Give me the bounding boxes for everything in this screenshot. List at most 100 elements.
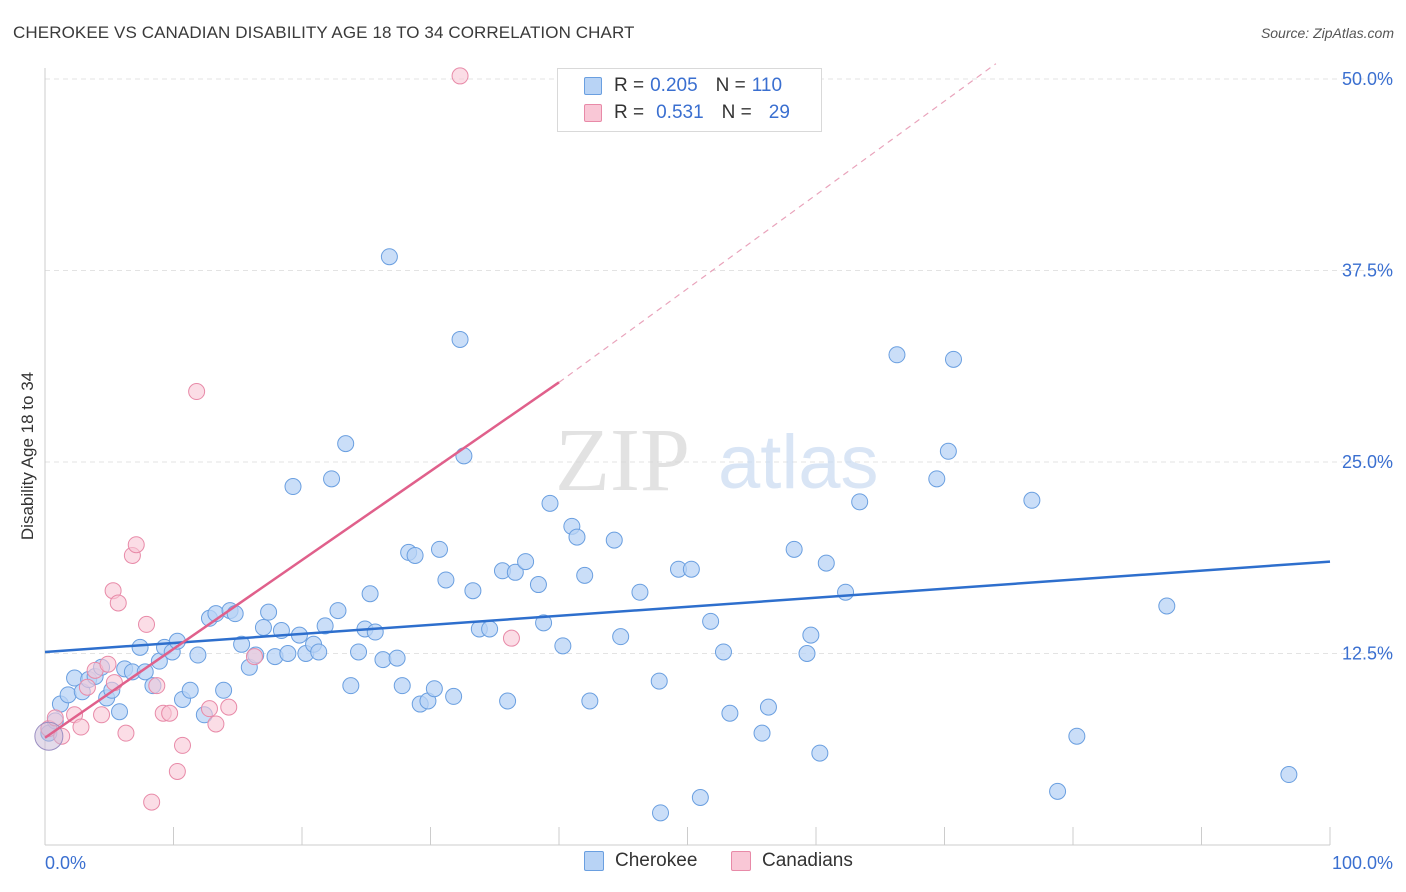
cherokee-point bbox=[939, 442, 957, 460]
cherokee-point bbox=[254, 618, 272, 636]
y-axis-label: Disability Age 18 to 34 bbox=[18, 372, 37, 540]
cherokee-point bbox=[888, 346, 906, 364]
cherokee-point bbox=[944, 350, 962, 368]
canadians-swatch bbox=[584, 104, 602, 122]
canadians-point bbox=[117, 724, 135, 742]
cherokee-point bbox=[323, 470, 341, 488]
chart-title: CHEROKEE VS CANADIAN DISABILITY AGE 18 T… bbox=[13, 23, 635, 42]
cherokee-point bbox=[1280, 766, 1298, 784]
canadians-trend-extension bbox=[558, 63, 997, 383]
cherokee-point bbox=[279, 645, 297, 662]
cherokee-point bbox=[554, 637, 572, 655]
cherokee-point bbox=[361, 585, 379, 603]
bottom-legend: Cherokee Canadians bbox=[0, 850, 1406, 878]
canadians-point bbox=[78, 678, 96, 696]
cherokee-point bbox=[851, 493, 869, 511]
series-canadians-points bbox=[34, 67, 520, 811]
legend-row-canadians: R = 0.531 N = 29 bbox=[584, 100, 790, 126]
axes bbox=[44, 68, 1331, 846]
legend-n-value: 29 bbox=[768, 102, 790, 123]
cherokee-point bbox=[388, 649, 406, 667]
cherokee-point bbox=[759, 698, 777, 716]
watermark-atlas: atlas bbox=[718, 420, 879, 505]
cherokee-point bbox=[380, 248, 398, 266]
cherokee-point bbox=[425, 680, 443, 698]
cherokee-point bbox=[215, 681, 233, 699]
cherokee-point bbox=[1049, 782, 1067, 800]
canadians-point bbox=[127, 536, 145, 554]
cherokee-point bbox=[1068, 727, 1086, 745]
canadians-point bbox=[72, 718, 90, 736]
cherokee-point bbox=[506, 563, 524, 581]
cherokee-point bbox=[541, 494, 559, 512]
legend-r-value: 0.531 bbox=[656, 102, 704, 123]
cherokee-point bbox=[691, 789, 709, 807]
bottom-legend-cherokee: Cherokee bbox=[584, 850, 697, 872]
cherokee-point bbox=[1023, 491, 1041, 509]
cherokee-point bbox=[406, 546, 424, 564]
cherokee-point bbox=[310, 643, 328, 661]
cherokee-point bbox=[136, 663, 154, 681]
canadians-swatch bbox=[731, 851, 751, 871]
cherokee-point bbox=[517, 553, 535, 571]
cherokee-point bbox=[131, 638, 149, 656]
legend-r-value: 0.205 bbox=[650, 75, 698, 96]
canadians-point bbox=[99, 655, 117, 673]
cherokee-point bbox=[350, 643, 368, 661]
canadians-point bbox=[105, 674, 123, 692]
cherokee-point bbox=[337, 435, 355, 453]
canadians-trend-line bbox=[44, 381, 560, 739]
tick-labels: 12.5% 25.0% 37.5% 50.0% 0.0% 100.0% bbox=[45, 69, 1393, 873]
y-tick-label: 25.0% bbox=[1342, 452, 1393, 472]
cherokee-point bbox=[721, 704, 739, 722]
cherokee-point bbox=[437, 571, 455, 589]
cherokee-point bbox=[481, 620, 499, 638]
cherokee-point bbox=[529, 576, 547, 594]
bottom-legend-label: Cherokee bbox=[615, 850, 698, 871]
source-label: Source: ZipAtlas.com bbox=[1260, 25, 1394, 41]
cherokee-point bbox=[652, 804, 670, 822]
cherokee-point bbox=[714, 643, 732, 661]
cherokee-point bbox=[928, 470, 946, 488]
legend-n-label: N = bbox=[721, 102, 752, 123]
legend-row-cherokee: R = 0.205 N = 110 bbox=[584, 73, 782, 99]
series-cherokee-points bbox=[40, 248, 1298, 822]
canadians-point bbox=[451, 67, 469, 85]
canadians-point bbox=[143, 793, 161, 811]
cherokee-point bbox=[329, 602, 347, 620]
cherokee-point bbox=[568, 528, 586, 546]
cherokee-point bbox=[785, 540, 803, 558]
cherokee-swatch bbox=[584, 77, 602, 95]
cherokee-point bbox=[612, 628, 630, 646]
canadians-point bbox=[173, 736, 191, 754]
canadians-point bbox=[168, 762, 186, 780]
cherokee-point bbox=[817, 554, 835, 572]
cherokee-point bbox=[464, 582, 482, 600]
cherokee-point bbox=[802, 626, 820, 644]
cherokee-point bbox=[650, 672, 668, 690]
legend-n-label: N = bbox=[715, 75, 746, 96]
x-tick-label: 100.0% bbox=[1332, 853, 1393, 873]
cherokee-point bbox=[576, 566, 594, 584]
canadians-point bbox=[148, 677, 166, 695]
cherokee-point bbox=[342, 677, 360, 695]
cherokee-point bbox=[445, 687, 463, 705]
canadians-point bbox=[220, 698, 238, 716]
cherokee-point bbox=[811, 744, 829, 762]
cherokee-point bbox=[181, 681, 199, 699]
legend-r-label: R = bbox=[614, 102, 645, 123]
canadians-point bbox=[502, 629, 520, 647]
grid-lines bbox=[45, 78, 1392, 654]
cherokee-point bbox=[430, 540, 448, 558]
trend-lines bbox=[44, 63, 1331, 739]
cherokee-point bbox=[798, 645, 816, 662]
legend-n-value: 110 bbox=[751, 75, 783, 96]
cherokee-point bbox=[631, 583, 649, 601]
canadians-point bbox=[245, 648, 263, 666]
cherokee-point bbox=[233, 635, 251, 653]
cherokee-point bbox=[316, 617, 334, 635]
cherokee-swatch bbox=[584, 851, 604, 871]
y-tick-label: 37.5% bbox=[1342, 261, 1393, 281]
x-tick-label: 0.0% bbox=[45, 853, 86, 873]
bottom-legend-canadians: Canadians bbox=[731, 850, 853, 872]
